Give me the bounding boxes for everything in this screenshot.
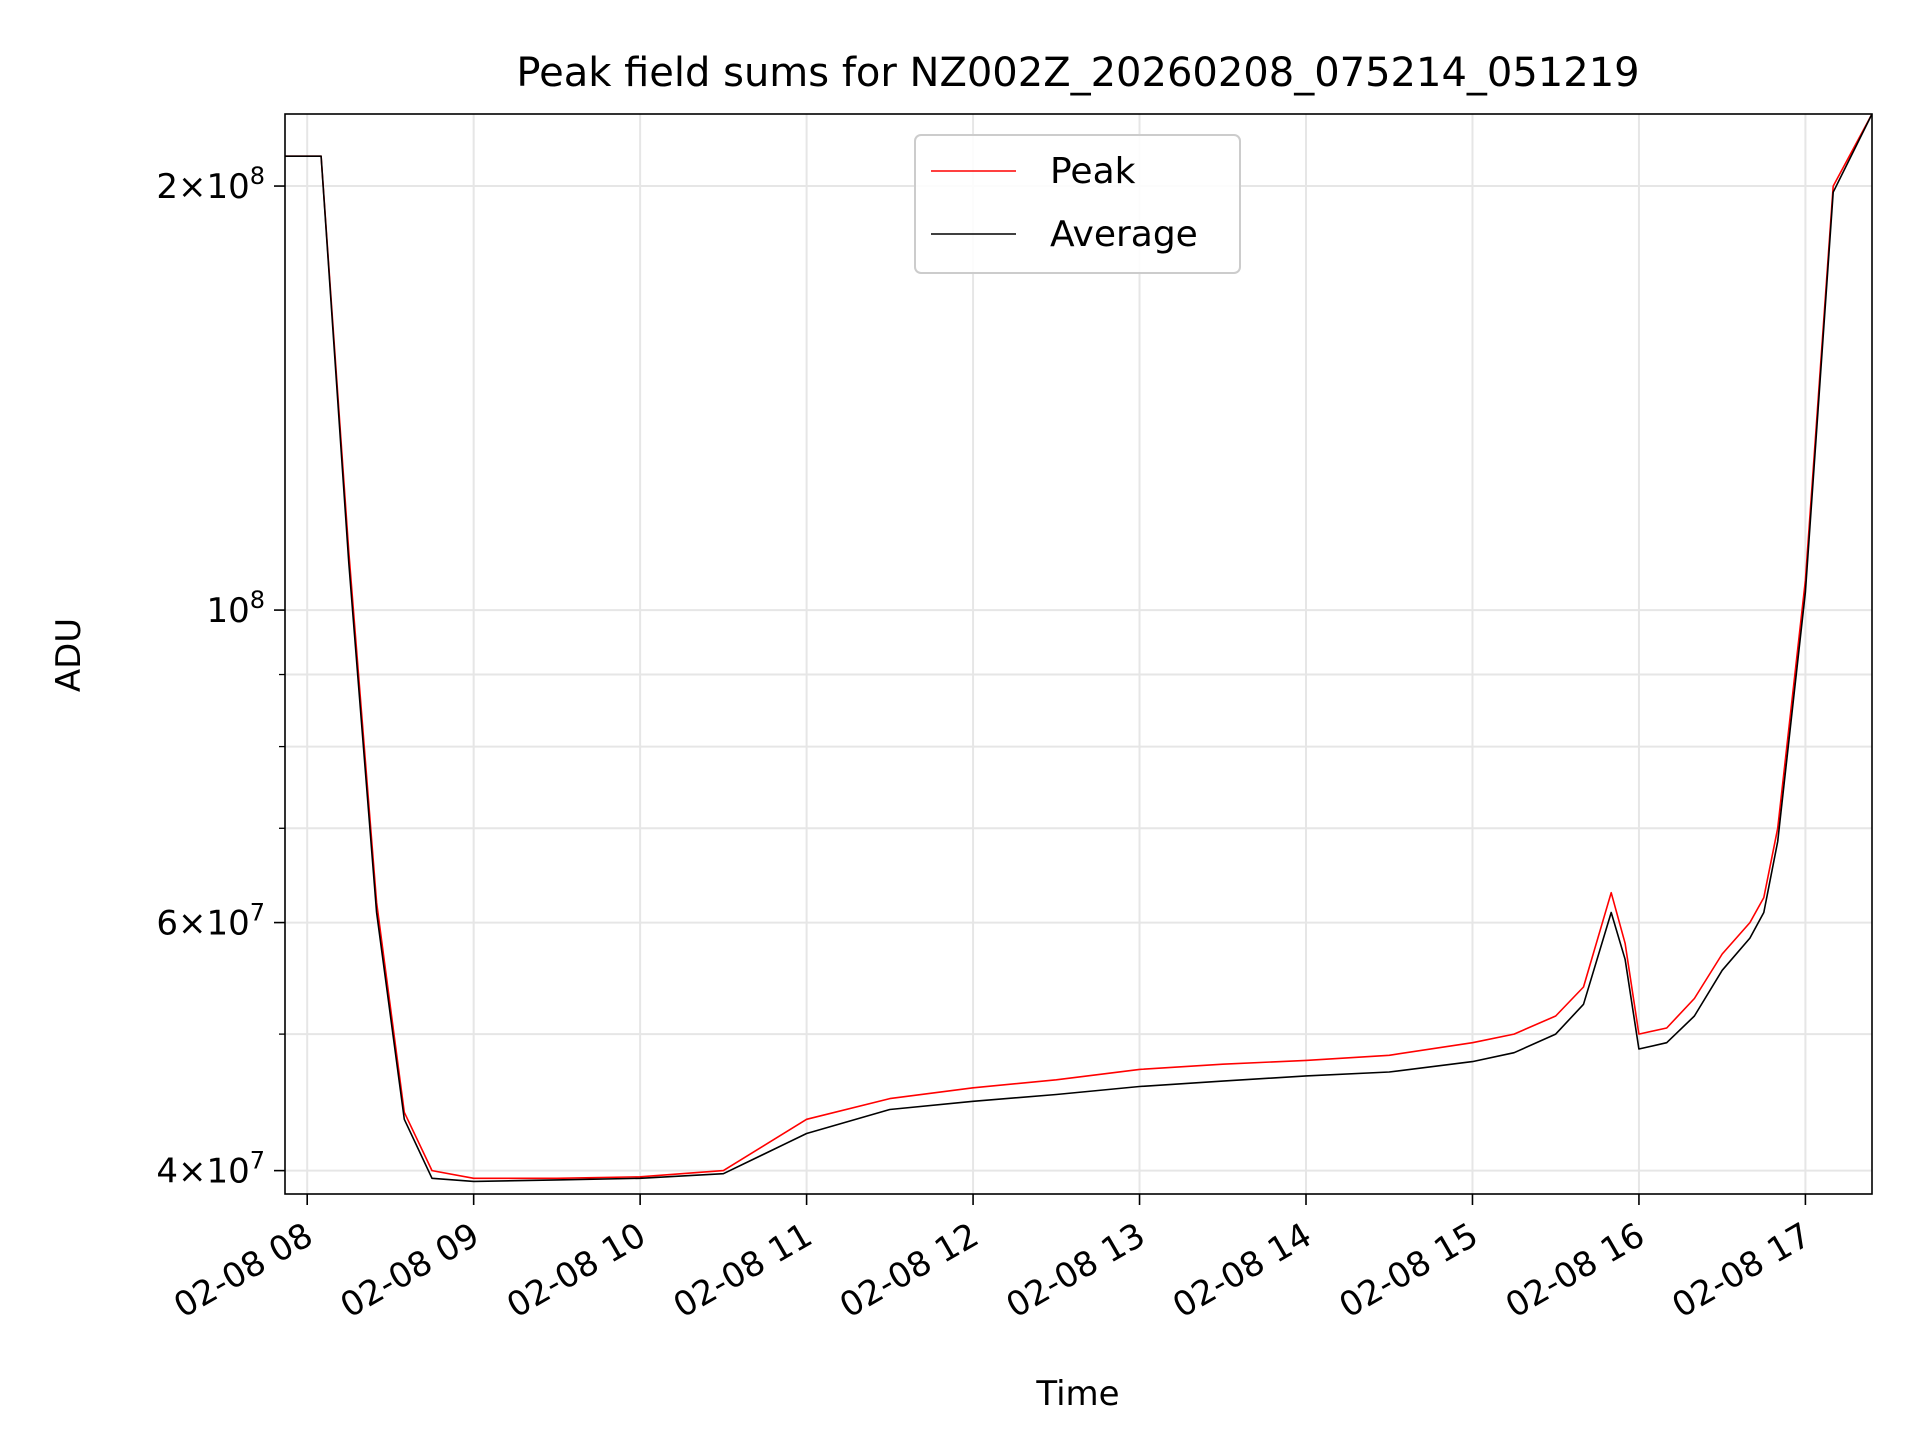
grid <box>285 114 1872 1194</box>
chart-title: Peak field sums for NZ002Z_20260208_0752… <box>516 50 1639 96</box>
legend-label-peak: Peak <box>1050 151 1136 192</box>
x-axis-label: Time <box>1035 1374 1119 1414</box>
series-line-peak <box>285 113 1873 1180</box>
y-tick-label: 6×107 <box>156 899 265 944</box>
y-axis-label: ADU <box>49 618 89 692</box>
legend-box <box>914 134 1241 274</box>
series-line-average <box>285 113 1873 1183</box>
legend: Peak Average <box>914 134 1241 274</box>
y-tick-label: 4×107 <box>156 1147 265 1192</box>
series-layer <box>285 113 1873 1183</box>
y-axis: 4×107 6×107 108 2×108 <box>156 162 285 1192</box>
legend-label-average: Average <box>1050 214 1198 255</box>
plot-frame <box>284 113 1873 1195</box>
y-tick-label: 2×108 <box>156 162 265 207</box>
y-tick-label: 108 <box>206 586 265 631</box>
